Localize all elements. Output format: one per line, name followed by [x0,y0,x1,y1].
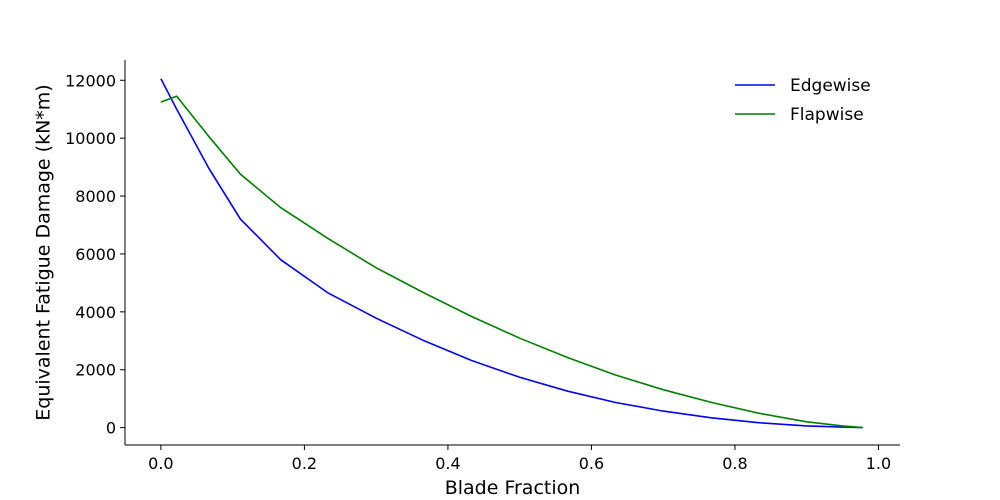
legend: Edgewise Flapwise [735,76,871,125]
y-tick-label: 8000 [75,187,116,206]
x-tick-label: 0.0 [148,454,173,473]
axes: 0.0 0.2 0.4 0.6 0.8 1.0 0 2000 4000 6000 8000 10000… [65,60,900,473]
y-axis-label: Equivalent Fatigue Damage (kN*m) [33,84,55,420]
y-tick-label: 6000 [75,245,116,264]
x-tick-label: 0.2 [292,454,317,473]
series-layer [160,78,863,429]
y-tick-label: 10000 [65,129,116,148]
y-tick-label: 12000 [65,71,116,90]
legend-label-flapwise: Flapwise [790,105,864,125]
x-axis-label: Blade Fraction [445,477,581,499]
legend-label-edgewise: Edgewise [790,76,871,96]
y-tick-label: 0 [106,419,116,438]
x-tick-label: 1.0 [866,454,891,473]
y-tick-label: 2000 [75,361,116,380]
y-tick-label: 4000 [75,303,116,322]
series-line-edgewise [160,78,863,429]
x-tick-label: 0.8 [722,454,747,473]
series-line-flapwise [160,95,863,429]
x-tick-label: 0.6 [579,454,604,473]
x-tick-label: 0.4 [435,454,460,473]
